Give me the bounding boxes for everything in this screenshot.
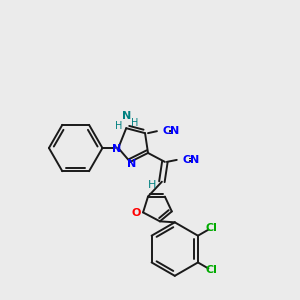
Text: C: C [183,155,191,165]
Text: N: N [112,144,121,154]
Text: N: N [127,159,136,169]
Text: H: H [115,121,122,131]
Text: N: N [190,155,199,165]
Text: H: H [131,118,139,128]
Text: N: N [170,126,179,136]
Text: C: C [163,126,171,136]
Text: O: O [131,208,141,218]
Text: H: H [148,180,156,190]
Text: Cl: Cl [206,266,218,275]
Text: N: N [122,111,131,121]
Text: Cl: Cl [206,223,218,233]
